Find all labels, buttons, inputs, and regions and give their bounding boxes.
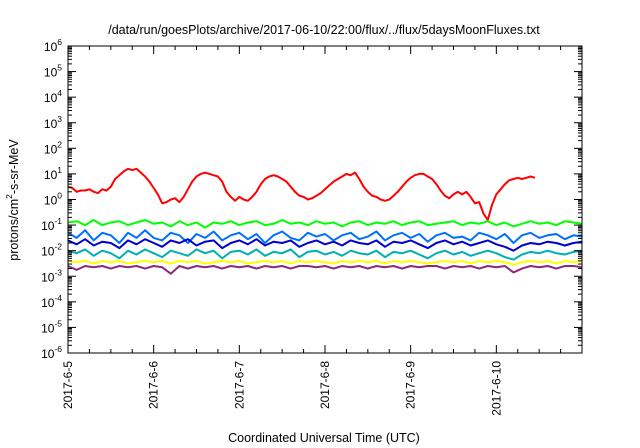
plot-frame — [67, 45, 583, 354]
y-tick-label: 104 — [44, 88, 62, 105]
y-tick-label: 101 — [44, 165, 62, 182]
y-axis-label-sup: 2 — [4, 194, 14, 199]
x-axis: 2017-6-5 2017-6-6 2017-6-7 2017-6-8 2017-6-9… — [61, 46, 562, 416]
x-axis-label: Coordinated Universal Time (UTC) — [228, 431, 420, 445]
y-tick-label: 102 — [44, 139, 62, 156]
series-line — [67, 265, 583, 275]
x-tick-label: 2017-6-8 — [318, 361, 332, 409]
y-tick-label: 10-2 — [41, 242, 62, 259]
y-tick-label: 10-4 — [41, 293, 62, 310]
x-tick-label: 2017-6-10 — [489, 361, 503, 416]
y-tick-label: 10-5 — [41, 318, 62, 335]
y-tick-label: 10-1 — [41, 216, 62, 233]
x-tick-label: 2017-6-9 — [404, 361, 418, 409]
y-axis: 10-6 10-5 10-4 10-3 10-2 10-1 100 101 102 103 104 1… — [41, 37, 582, 361]
series-layer — [67, 167, 583, 275]
series-line — [67, 167, 536, 221]
y-tick-label: 105 — [44, 63, 62, 80]
series-line — [67, 219, 583, 229]
y-tick-label: 103 — [44, 114, 62, 131]
series-line — [67, 248, 583, 261]
y-tick-label: 10-6 — [41, 344, 62, 361]
y-axis-label: protons/cm2-s-sr-MeV — [4, 139, 21, 261]
x-tick-label: 2017-6-7 — [232, 361, 246, 409]
y-axis-label-pre: protons/cm — [7, 199, 21, 261]
y-tick-label: 10-3 — [41, 267, 62, 284]
y-axis-label-post: -s-sr-MeV — [7, 139, 21, 195]
series-line — [67, 259, 583, 266]
series-line — [67, 238, 583, 252]
x-tick-label: 2017-6-6 — [147, 361, 161, 409]
y-tick-label: 100 — [44, 191, 62, 208]
y-tick-label: 106 — [44, 37, 62, 54]
chart-title: /data/run/goesPlots/archive/2017-06-10/2… — [108, 23, 540, 37]
x-tick-label: 2017-6-5 — [61, 361, 75, 409]
series-line — [67, 229, 583, 244]
